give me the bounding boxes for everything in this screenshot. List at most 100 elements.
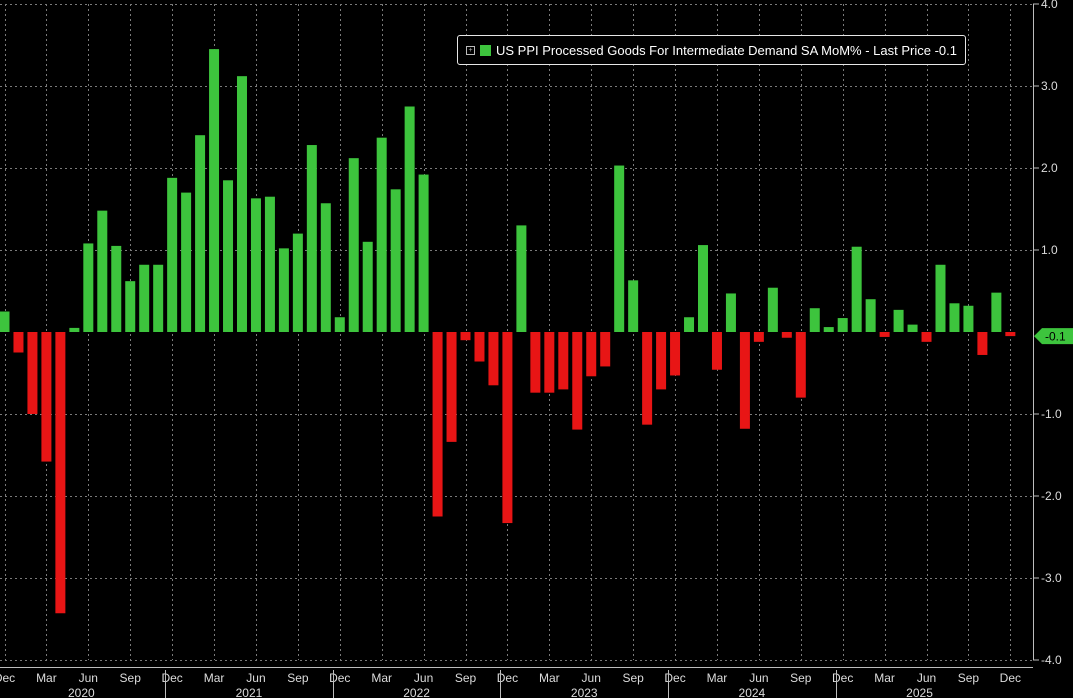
- bar: [642, 332, 653, 425]
- bar: [753, 332, 764, 342]
- bar: [474, 332, 485, 362]
- bar: [600, 332, 611, 367]
- bar: [236, 76, 247, 332]
- x-month-label: Mar: [874, 671, 895, 685]
- bar: [83, 243, 94, 332]
- bar: [264, 196, 275, 332]
- x-month-label: Jun: [582, 671, 601, 685]
- y-tick-label: -2.0: [1041, 489, 1062, 503]
- bar: [628, 280, 639, 332]
- bar: [502, 332, 513, 524]
- x-month-label: Sep: [455, 671, 477, 685]
- bar: [139, 264, 150, 332]
- bar: [767, 287, 778, 332]
- bar: [711, 332, 722, 370]
- x-month-label: Jun: [749, 671, 768, 685]
- bar: [446, 332, 457, 442]
- bar: [879, 332, 890, 337]
- bar: [795, 332, 806, 398]
- bar: [69, 327, 80, 332]
- bar: [376, 137, 387, 332]
- bar: [348, 158, 359, 332]
- x-month-label: Jun: [246, 671, 265, 685]
- bar: [963, 305, 974, 332]
- x-month-label: Sep: [790, 671, 812, 685]
- bar: [935, 264, 946, 332]
- bar: [167, 177, 178, 332]
- bar: [893, 309, 904, 332]
- bar: [656, 332, 667, 390]
- y-tick-label: 4.0: [1041, 0, 1058, 11]
- bar: [460, 332, 471, 341]
- x-month-label: Dec: [329, 671, 350, 685]
- x-month-label: Sep: [622, 671, 644, 685]
- bar: [306, 145, 317, 332]
- bar: [865, 299, 876, 332]
- x-month-label: Jun: [917, 671, 936, 685]
- x-month-label: Mar: [371, 671, 392, 685]
- bar: [55, 332, 66, 614]
- x-month-label: Mar: [707, 671, 728, 685]
- x-month-label: Mar: [204, 671, 225, 685]
- bar: [209, 49, 220, 332]
- bar: [781, 332, 792, 338]
- bar: [97, 210, 108, 332]
- bar: [111, 245, 122, 332]
- bar: [0, 311, 10, 332]
- bar: [1005, 332, 1016, 337]
- bars-layer: [0, 49, 1016, 614]
- x-year-label: 2021: [236, 686, 263, 698]
- bar: [977, 332, 988, 355]
- x-year-label: 2023: [571, 686, 598, 698]
- x-month-label: Mar: [36, 671, 57, 685]
- bar: [516, 225, 527, 332]
- bar: [390, 189, 401, 332]
- bar: [851, 246, 862, 332]
- bar: [292, 233, 303, 332]
- bar: [684, 317, 695, 332]
- bar: [223, 180, 234, 332]
- y-tick-label: -1.0: [1041, 407, 1062, 421]
- bar: [572, 332, 583, 430]
- bar: [949, 303, 960, 332]
- bar: [586, 332, 597, 377]
- x-month-label: Jun: [414, 671, 433, 685]
- x-month-label: Sep: [958, 671, 980, 685]
- y-tick-label: -4.0: [1041, 653, 1062, 667]
- bar: [739, 332, 750, 429]
- bar: [13, 332, 24, 353]
- bar: [725, 293, 736, 332]
- bar: [320, 203, 331, 332]
- bar: [530, 332, 541, 393]
- bar: [153, 264, 164, 332]
- x-year-label: 2022: [403, 686, 430, 698]
- bar: [544, 332, 555, 393]
- x-year-label: 2020: [68, 686, 95, 698]
- x-month-label: Dec: [664, 671, 685, 685]
- bar: [27, 332, 38, 414]
- bar: [991, 292, 1002, 332]
- bar: [362, 241, 373, 332]
- x-month-label: Dec: [497, 671, 518, 685]
- legend[interactable]: + US PPI Processed Goods For Intermediat…: [457, 35, 966, 65]
- bar: [418, 174, 429, 332]
- y-tick-label: 3.0: [1041, 79, 1058, 93]
- bar: [195, 135, 206, 332]
- bar: [125, 281, 136, 332]
- bar: [921, 332, 932, 342]
- legend-label: US PPI Processed Goods For Intermediate …: [496, 42, 957, 58]
- x-month-label: Mar: [539, 671, 560, 685]
- x-month-label: Dec: [0, 671, 15, 685]
- x-month-label: Dec: [1000, 671, 1021, 685]
- x-year-label: 2024: [739, 686, 766, 698]
- bar: [698, 245, 708, 332]
- y-tick-label: 1.0: [1041, 243, 1058, 257]
- square-plus-icon[interactable]: +: [466, 45, 475, 55]
- bar: [334, 317, 345, 332]
- last-price-label: -0.1: [1045, 330, 1066, 344]
- bar: [488, 332, 499, 386]
- bar: [404, 106, 415, 332]
- x-month-label: Dec: [832, 671, 853, 685]
